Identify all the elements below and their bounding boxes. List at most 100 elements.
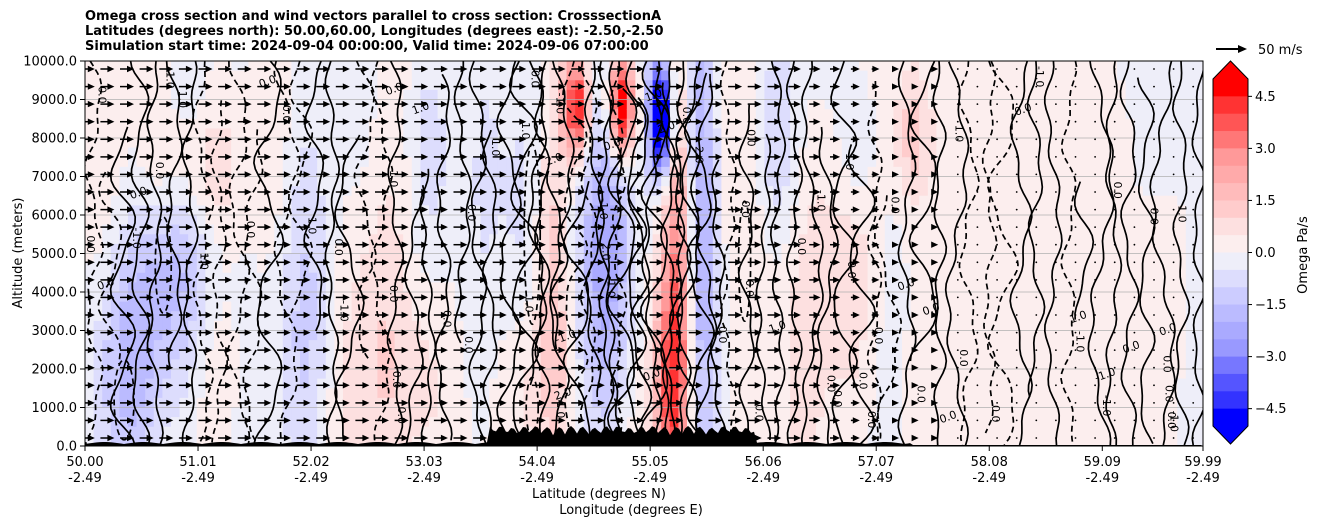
omega-cell <box>876 70 886 81</box>
omega-cell <box>300 263 310 274</box>
omega-cell <box>291 292 301 303</box>
omega-cell <box>1151 292 1161 303</box>
omega-cell <box>119 70 129 81</box>
omega-cell <box>859 253 869 264</box>
omega-cell <box>841 176 851 187</box>
omega-cell <box>274 138 284 149</box>
omega-cell <box>343 417 353 428</box>
omega-cell <box>1151 224 1161 235</box>
omega-cell <box>781 263 791 274</box>
omega-cell <box>867 195 877 206</box>
omega-cell <box>678 109 688 120</box>
omega-cell <box>833 426 843 437</box>
omega-cell <box>953 301 963 312</box>
omega-cell <box>351 186 361 197</box>
omega-cell <box>721 340 731 351</box>
omega-cell <box>669 263 679 274</box>
omega-cell <box>687 138 697 149</box>
omega-cell <box>317 378 327 389</box>
omega-cell <box>1005 301 1015 312</box>
omega-cell <box>454 349 464 360</box>
omega-cell <box>970 118 980 129</box>
omega-cell <box>334 388 344 399</box>
omega-cell <box>859 243 869 255</box>
omega-cell <box>463 378 473 389</box>
omega-cell <box>1117 253 1127 264</box>
omega-cell <box>704 205 714 216</box>
omega-cell <box>893 388 903 399</box>
omega-cell <box>506 118 516 129</box>
omega-cell <box>687 301 697 312</box>
omega-cell <box>386 340 396 351</box>
omega-cell <box>592 340 602 351</box>
omega-cell <box>583 186 593 197</box>
omega-cell <box>308 166 318 178</box>
omega-cell <box>644 99 654 110</box>
omega-cell <box>902 243 912 255</box>
omega-cell <box>721 330 731 341</box>
omega-cell <box>738 340 748 351</box>
omega-cell <box>420 195 430 206</box>
omega-cell <box>884 301 894 312</box>
omega-cell <box>841 147 851 158</box>
omega-cell <box>1074 243 1084 255</box>
omega-cell <box>549 176 559 187</box>
omega-cell <box>962 359 972 370</box>
omega-cell <box>506 128 516 139</box>
omega-cell <box>403 61 413 72</box>
omega-cell <box>798 224 808 235</box>
omega-cell <box>351 426 361 437</box>
omega-cell <box>618 205 628 216</box>
omega-cell <box>669 253 679 264</box>
omega-cell <box>446 138 456 149</box>
omega-cell <box>833 272 843 283</box>
omega-cell <box>695 195 705 206</box>
omega-cell <box>523 397 533 409</box>
omega-cell <box>110 224 120 235</box>
omega-cell <box>635 272 645 283</box>
omega-cell <box>403 166 413 178</box>
omega-cell <box>764 128 774 139</box>
omega-cell <box>265 215 275 226</box>
omega-cell <box>712 426 722 437</box>
omega-cell <box>102 61 112 72</box>
omega-cell <box>988 80 998 91</box>
omega-cell <box>85 176 95 187</box>
omega-cell <box>231 253 241 264</box>
omega-cell <box>721 349 731 360</box>
omega-cell <box>429 215 439 226</box>
omega-cell <box>945 330 955 341</box>
omega-cell <box>884 243 894 255</box>
omega-cell <box>601 243 611 255</box>
omega-cell <box>927 388 937 399</box>
omega-cell <box>695 340 705 351</box>
omega-cell <box>1056 70 1066 81</box>
omega-cell <box>687 234 697 245</box>
omega-cell <box>678 99 688 110</box>
omega-cell <box>1108 215 1118 226</box>
omega-cell <box>988 138 998 149</box>
omega-cell <box>446 205 456 216</box>
omega-cell <box>609 263 619 274</box>
omega-cell <box>257 407 267 418</box>
omega-cell <box>1117 417 1127 428</box>
omega-cell <box>231 388 241 399</box>
omega-cell <box>1151 80 1161 91</box>
omega-cell <box>661 186 671 197</box>
omega-cell <box>463 311 473 322</box>
omega-cell <box>1108 176 1118 187</box>
omega-cell <box>317 234 327 245</box>
omega-cell <box>592 369 602 380</box>
omega-cell <box>1091 330 1101 341</box>
omega-cell <box>988 147 998 158</box>
omega-cell <box>833 89 843 101</box>
omega-cell <box>188 320 198 332</box>
omega-cell <box>1091 109 1101 120</box>
omega-cell <box>429 138 439 149</box>
omega-cell <box>85 234 95 245</box>
omega-cell <box>798 292 808 303</box>
omega-cell <box>1082 109 1092 120</box>
omega-cell <box>463 89 473 101</box>
omega-cell <box>790 282 800 293</box>
omega-cell <box>1151 118 1161 129</box>
